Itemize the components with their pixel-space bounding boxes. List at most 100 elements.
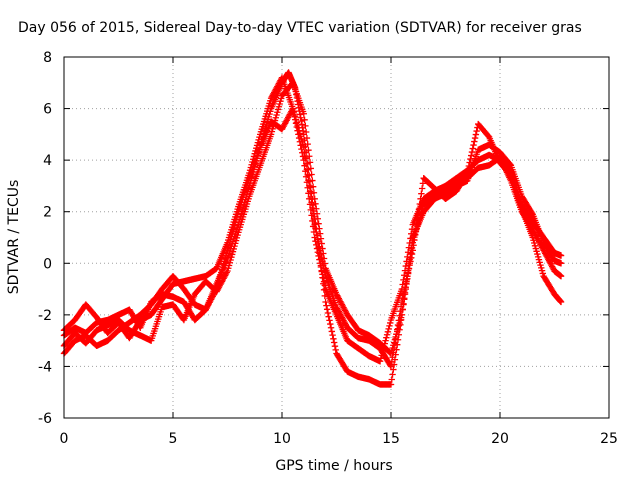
data-point [384, 328, 392, 336]
data-point [471, 134, 479, 142]
data-point [557, 272, 565, 280]
y-tick-label: 8 [43, 50, 52, 66]
data-point [415, 205, 423, 213]
data-point [417, 195, 424, 203]
data-point [320, 278, 328, 285]
y-tick-label: -4 [38, 359, 52, 375]
data-point [418, 190, 425, 197]
data-point [468, 148, 476, 156]
data-point [323, 306, 331, 313]
data-point [401, 295, 408, 302]
data-point [328, 328, 336, 335]
tick-labels: 0 5 10 15 20 25 -6 -4 -2 0 2 4 6 8 [38, 50, 618, 447]
data-point [415, 211, 422, 218]
data-point [316, 225, 323, 232]
data-point [398, 311, 406, 319]
data-point [329, 331, 336, 339]
data-point [376, 358, 384, 365]
data-point [302, 128, 310, 136]
data-point [302, 122, 309, 130]
data-point [307, 165, 315, 172]
data-point [310, 189, 318, 196]
data-point [314, 215, 322, 222]
plot-frame [63, 56, 610, 419]
data-point [324, 309, 332, 317]
data-points [60, 69, 565, 388]
data-point [309, 183, 317, 190]
data-point [419, 180, 427, 187]
x-axis-label: GPS time / hours [275, 458, 392, 474]
data-point [330, 335, 337, 343]
data-point [385, 325, 392, 333]
data-point [389, 354, 396, 361]
data-point [471, 138, 478, 145]
data-point [401, 289, 409, 296]
data-point [311, 195, 318, 203]
data-point [321, 260, 329, 267]
data-point [302, 155, 309, 162]
data-point [322, 298, 329, 306]
data-point [223, 269, 230, 276]
series-trace-d [60, 79, 565, 357]
data-point [386, 322, 393, 330]
data-point [388, 358, 395, 366]
data-point [300, 110, 307, 117]
data-point [307, 193, 315, 201]
data-point [416, 200, 424, 208]
data-point [327, 320, 334, 328]
data-point [470, 141, 477, 149]
data-point [387, 361, 394, 369]
data-point [316, 230, 324, 237]
data-point [406, 256, 413, 263]
data-point [388, 376, 395, 383]
data-point [400, 300, 407, 308]
data-point [309, 204, 316, 212]
data-point [323, 302, 330, 309]
data-point [377, 355, 385, 362]
data-point [306, 182, 313, 190]
data-point [465, 162, 473, 170]
data-point [308, 199, 315, 206]
data-point [408, 239, 416, 247]
y-tick-label: 0 [43, 256, 52, 272]
data-point [403, 278, 410, 285]
x-tick-label: 20 [491, 431, 509, 447]
data-point [312, 200, 319, 207]
data-point [467, 152, 475, 159]
y-tick-label: -2 [38, 308, 52, 324]
data-point [306, 159, 314, 166]
data-point [407, 250, 414, 258]
data-point [402, 284, 409, 291]
data-point [528, 209, 536, 217]
data-point [315, 220, 322, 227]
data-point [404, 267, 412, 274]
data-point [308, 171, 315, 178]
data-point [304, 140, 311, 148]
data-point [404, 272, 411, 280]
data-point [320, 255, 328, 262]
data-point [306, 153, 313, 160]
data-point [383, 334, 390, 341]
data-point [418, 185, 426, 192]
data-point [306, 188, 314, 195]
data-point [389, 371, 396, 378]
data-point [301, 116, 308, 124]
data-point [557, 252, 565, 259]
data-point [320, 250, 327, 257]
data-point [302, 160, 310, 168]
data-point [309, 177, 316, 184]
data-point [472, 131, 480, 138]
series-trace-c [60, 74, 565, 370]
x-tick-label: 0 [60, 431, 69, 447]
data-point [318, 240, 325, 247]
data-point [326, 317, 333, 324]
data-point [473, 127, 480, 135]
data-point [331, 342, 339, 350]
y-tick-label: 4 [43, 153, 52, 169]
data-point [405, 261, 413, 269]
data-point [327, 324, 335, 331]
data-point [387, 363, 395, 370]
data-point [301, 149, 308, 156]
y-tick-label: 2 [43, 205, 52, 221]
